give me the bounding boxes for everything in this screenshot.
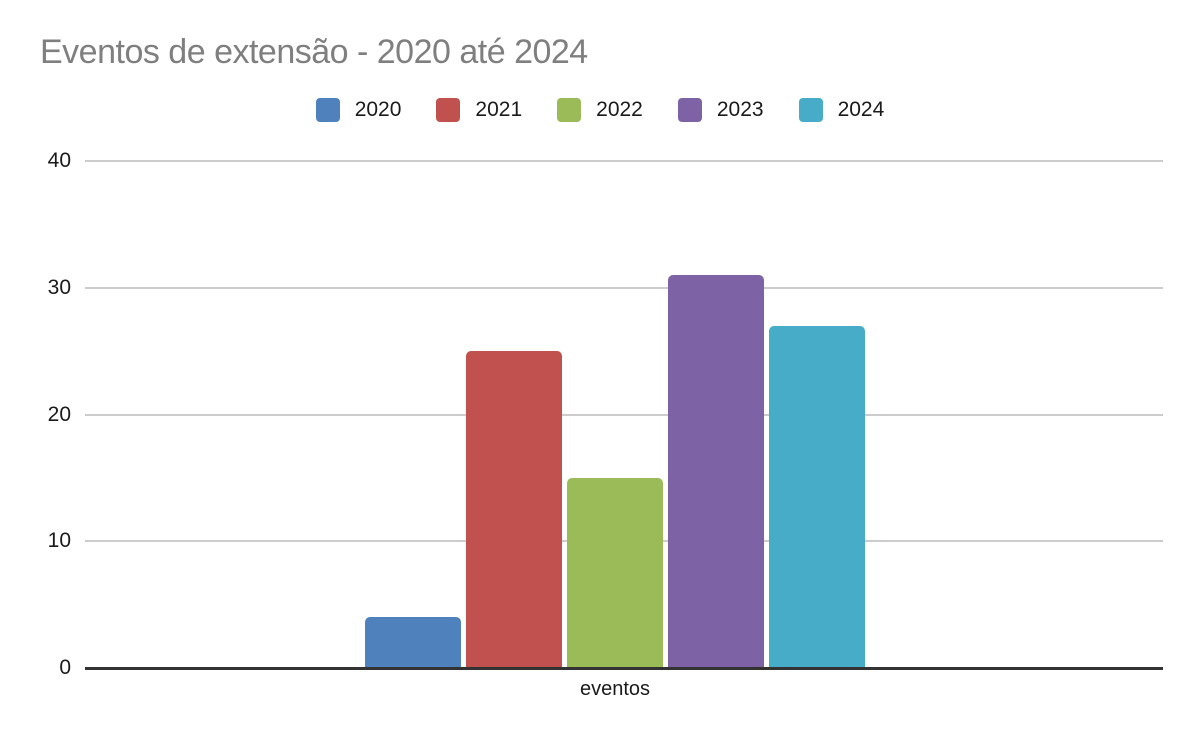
y-tick-label-20: 20 <box>47 402 71 426</box>
gridline-40 <box>85 160 1163 162</box>
legend-swatch-icon <box>557 98 582 122</box>
gridline-20 <box>85 413 1163 416</box>
legend-swatch-icon <box>798 98 823 122</box>
bar-2023[interactable] <box>668 275 764 668</box>
bar-2021[interactable] <box>466 351 562 668</box>
y-tick-label-10: 10 <box>47 529 71 553</box>
legend-label: 2024 <box>837 98 885 121</box>
legend-swatch-icon <box>677 98 702 122</box>
x-axis-category-label: eventos <box>579 678 651 700</box>
chart-title: Eventos de extensão - 2020 até 2024 <box>40 33 588 71</box>
legend-item-2023[interactable]: 2023 <box>677 98 764 122</box>
y-tick-label-40: 40 <box>47 149 71 172</box>
legend-item-2020[interactable]: 2020 <box>315 98 402 122</box>
legend-label: 2021 <box>475 98 523 121</box>
legend-item-2022[interactable]: 2022 <box>557 98 643 122</box>
bar-2024[interactable] <box>769 325 865 668</box>
legend-swatch-icon <box>315 98 340 122</box>
legend-swatch-icon <box>436 98 461 122</box>
legend-label: 2020 <box>354 98 402 121</box>
y-tick-label-30: 30 <box>47 275 71 299</box>
legend-item-2024[interactable]: 2024 <box>798 98 885 122</box>
y-tick-label-0: 0 <box>59 656 71 679</box>
plot-area: 0 10 20 30 40 <box>48 149 1163 679</box>
x-axis-line <box>85 667 1163 670</box>
bar-2020[interactable] <box>365 617 461 668</box>
bars-group <box>365 161 865 668</box>
legend: 2020 2021 2022 2023 2024 <box>0 98 1200 122</box>
legend-item-2021[interactable]: 2021 <box>436 98 522 122</box>
legend-label: 2022 <box>596 98 643 121</box>
legend-label: 2023 <box>716 98 764 121</box>
gridline-30 <box>85 286 1163 289</box>
bar-2022[interactable] <box>567 477 663 668</box>
